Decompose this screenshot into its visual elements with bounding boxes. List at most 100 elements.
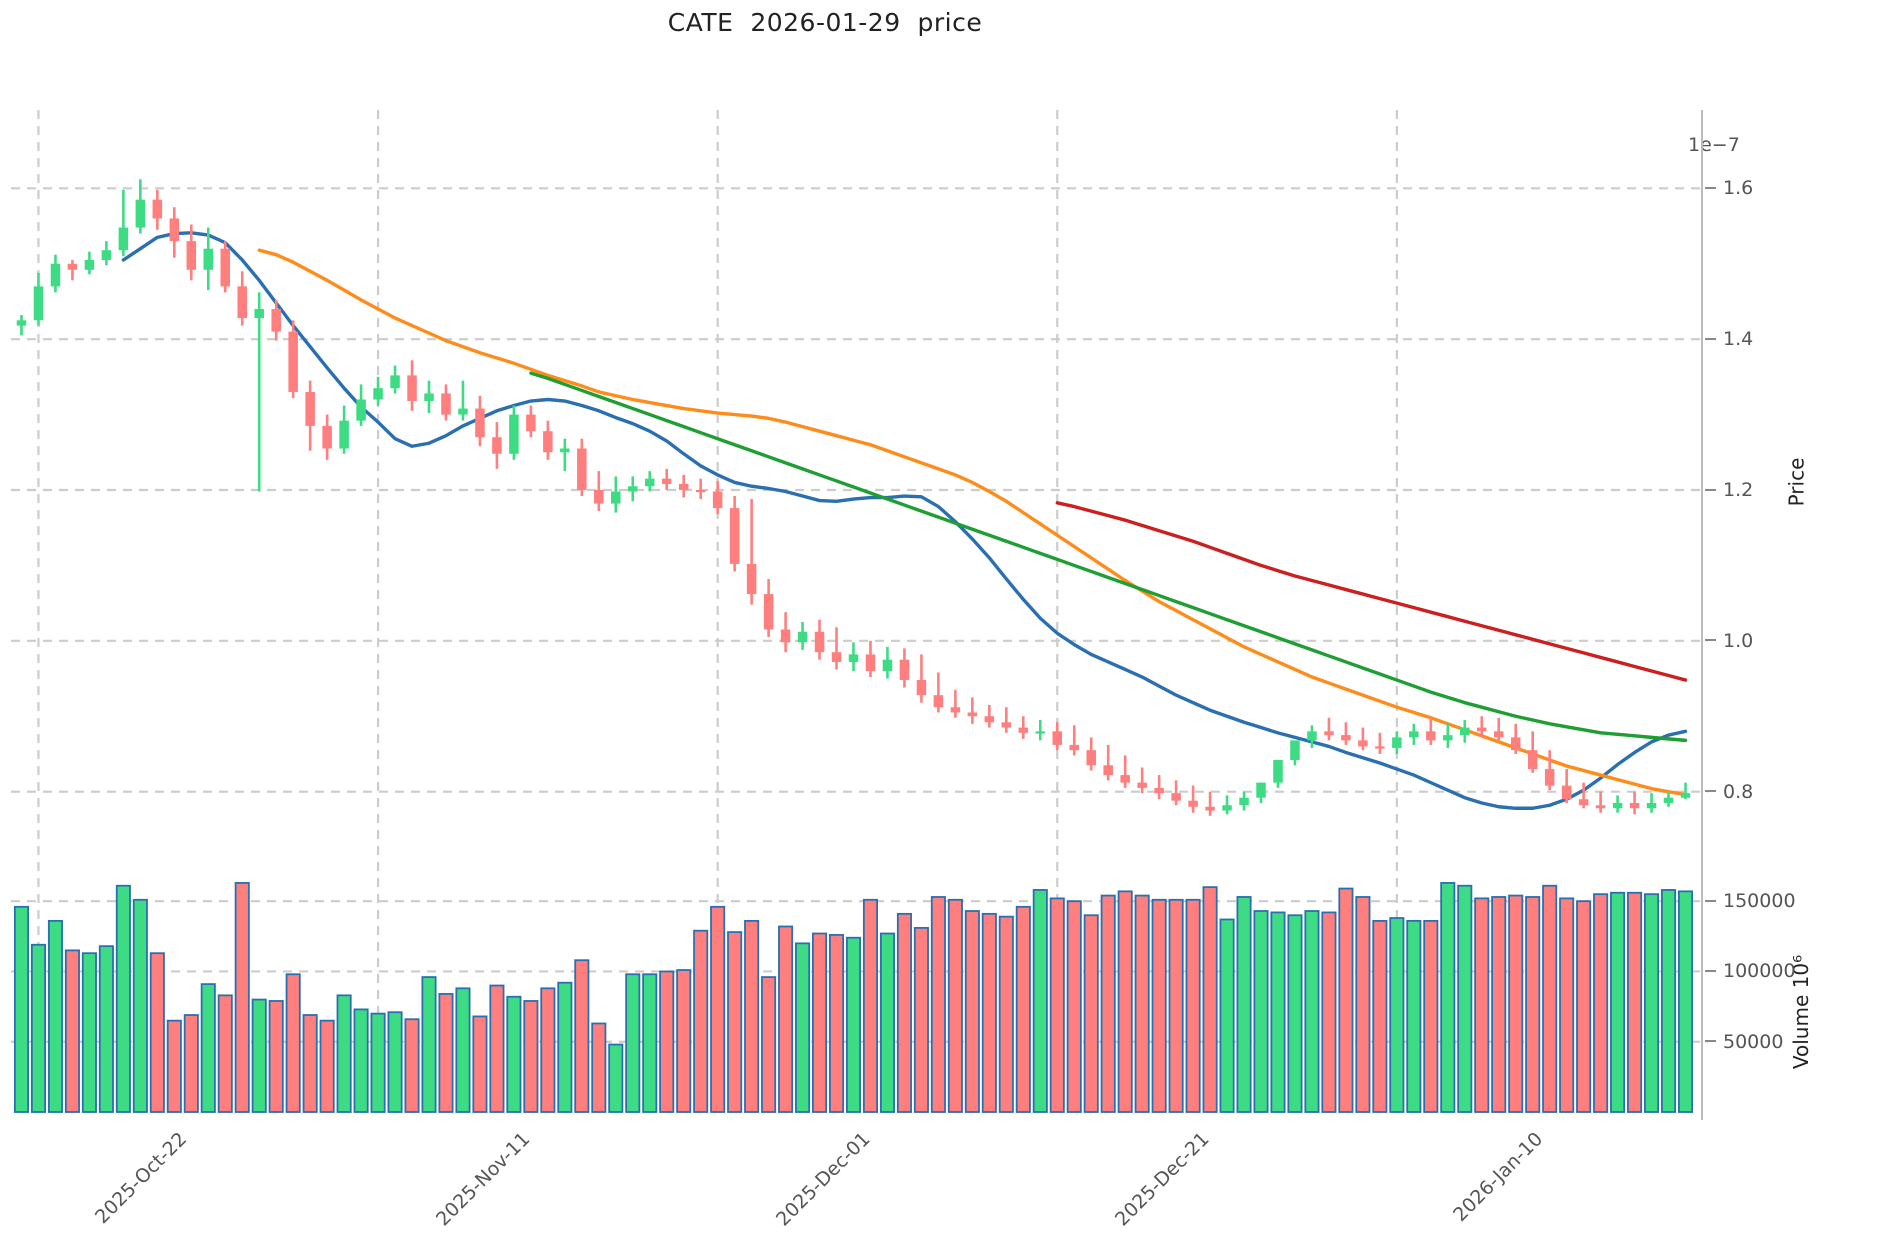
candle — [1307, 725, 1317, 748]
volume-bar — [710, 905, 726, 1113]
candle — [950, 689, 961, 718]
volume-bar — [659, 970, 675, 1113]
volume-bar — [336, 994, 352, 1113]
candle — [1578, 782, 1589, 809]
candle — [814, 619, 825, 660]
candle — [678, 474, 689, 498]
candle — [50, 254, 61, 293]
candle — [203, 227, 214, 291]
volume-bar — [1610, 891, 1626, 1113]
volume-bar — [387, 1011, 403, 1113]
volume-bar — [47, 919, 63, 1113]
candle — [611, 476, 621, 513]
volume-bar — [404, 1018, 420, 1113]
price-tick-label: 1.6 — [1705, 177, 1753, 199]
candle — [271, 299, 281, 341]
candle — [577, 438, 587, 497]
candle — [882, 646, 893, 679]
candle — [1324, 717, 1334, 741]
candle — [441, 384, 451, 421]
volume-bar — [1406, 919, 1422, 1113]
volume-bar — [506, 995, 522, 1113]
volume-bar — [1338, 887, 1354, 1113]
volume-bar — [540, 987, 556, 1113]
candle — [1052, 722, 1063, 751]
volume-bar — [149, 952, 165, 1113]
volume-bar — [1270, 911, 1286, 1113]
volume-bar — [217, 994, 233, 1113]
candle — [560, 438, 570, 472]
tick-mark — [1705, 969, 1716, 972]
volume-bar — [998, 915, 1014, 1113]
volume-bar — [353, 1008, 369, 1113]
candle — [1476, 716, 1487, 738]
volume-bar — [1474, 897, 1490, 1113]
price-tick-value: 1.0 — [1723, 629, 1754, 652]
candle — [305, 380, 315, 451]
ma-line — [257, 248, 1688, 797]
volume-bar — [115, 884, 131, 1113]
volume-bar — [285, 973, 301, 1113]
volume-bar — [1661, 889, 1677, 1113]
volume-bar — [1253, 910, 1269, 1113]
volume-bar — [981, 912, 997, 1113]
price-tick-label: 1.4 — [1705, 328, 1753, 350]
volume-bar — [608, 1043, 624, 1113]
candle — [1035, 720, 1046, 741]
candle — [186, 224, 197, 281]
candle — [1375, 732, 1385, 754]
candle — [899, 648, 910, 688]
candle — [169, 207, 180, 258]
candle — [780, 612, 791, 653]
ma-line — [1055, 501, 1688, 682]
candle — [628, 476, 638, 502]
candle — [1527, 731, 1538, 773]
candle — [1086, 737, 1096, 771]
volume-bar — [523, 1000, 539, 1113]
volume-bar — [1304, 910, 1320, 1113]
candle — [1120, 755, 1130, 788]
candle — [254, 292, 264, 492]
volume-bar — [472, 1015, 488, 1113]
volume-bar — [200, 983, 216, 1113]
volume-bar — [370, 1012, 386, 1113]
price-tick-label: 1.0 — [1705, 630, 1753, 652]
volume-bar — [574, 959, 590, 1113]
volume-tick-value: 150000 — [1723, 890, 1796, 913]
volume-bar — [947, 898, 963, 1113]
volume-bar — [913, 926, 929, 1113]
volume-bar — [319, 1019, 335, 1113]
volume-bar — [1372, 919, 1388, 1113]
volume-bar-series — [13, 882, 1694, 1113]
volume-bar — [1440, 882, 1456, 1113]
candle — [729, 496, 740, 572]
candle — [1103, 744, 1113, 781]
volume-bar — [693, 929, 709, 1113]
volume-bar — [438, 993, 454, 1113]
volume-bar — [1219, 918, 1235, 1113]
tick-mark — [1705, 899, 1716, 902]
volume-bar — [557, 981, 573, 1113]
candle — [1358, 727, 1368, 751]
volume-bar — [1593, 893, 1609, 1113]
candle — [1188, 785, 1198, 813]
volume-bar — [183, 1014, 199, 1113]
volume-bar — [13, 905, 30, 1113]
volume-bar — [421, 976, 437, 1113]
volume-bar — [1321, 911, 1337, 1113]
candle — [712, 480, 723, 515]
candle — [1341, 722, 1351, 745]
candle — [797, 621, 808, 650]
volume-bar — [132, 898, 148, 1113]
volume-bar — [1559, 897, 1575, 1113]
candle — [984, 704, 995, 728]
candle — [1561, 769, 1572, 803]
volume-bar — [642, 973, 658, 1113]
candle — [967, 697, 978, 724]
candle — [1544, 750, 1555, 791]
candle — [1018, 716, 1029, 739]
volume-bar — [812, 932, 828, 1113]
volume-bar — [234, 882, 250, 1113]
moving-average-lines — [121, 231, 1688, 810]
